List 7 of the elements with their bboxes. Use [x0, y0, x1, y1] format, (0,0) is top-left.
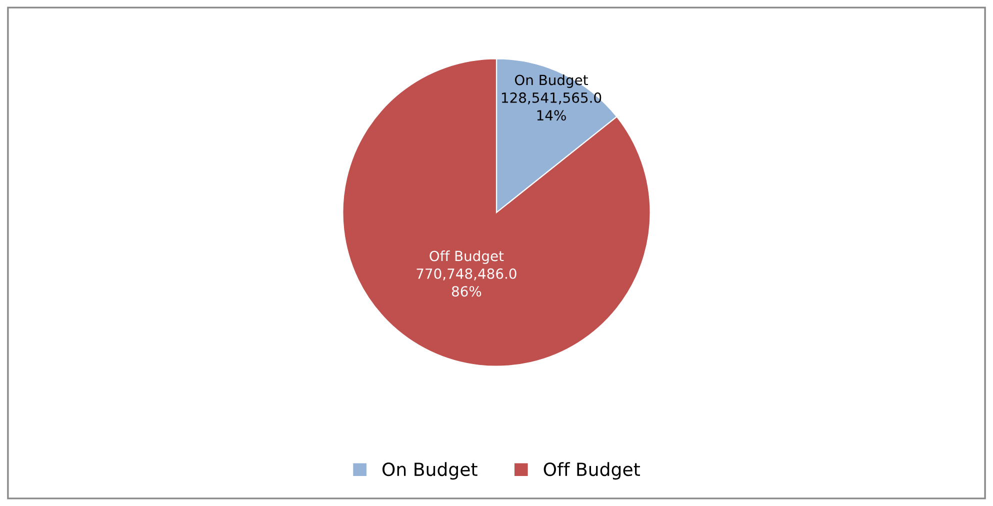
slice-label: Off Budget [430, 250, 504, 264]
data-label: 770,748,486.0 86% [416, 268, 516, 297]
legend-label: Off Budget [544, 462, 640, 480]
data-label: 128,541,565.0 14% [502, 92, 602, 121]
legend-label: On Budget [382, 462, 478, 480]
pie-slice [342, 58, 651, 367]
slice-label: On Budget [514, 74, 588, 88]
